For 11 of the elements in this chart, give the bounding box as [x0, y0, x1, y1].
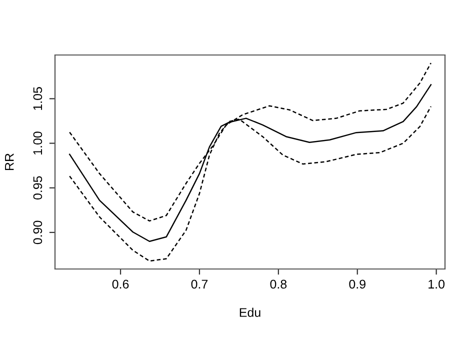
- y-tick-label: 0.95: [33, 176, 42, 200]
- x-axis-title: Edu: [240, 308, 260, 317]
- x-tick-label: 0.7: [191, 280, 208, 289]
- y-axis-title: RR: [5, 154, 14, 170]
- x-tick-label: 1.0: [428, 280, 445, 289]
- y-tick-label: 0.90: [33, 220, 42, 244]
- x-tick-label: 0.8: [270, 280, 287, 289]
- x-tick-label: 0.9: [349, 280, 366, 289]
- y-tick-label: 1.00: [33, 132, 42, 154]
- y-tick-label: 1.05: [33, 87, 42, 110]
- x-tick-label: 0.6: [112, 280, 129, 289]
